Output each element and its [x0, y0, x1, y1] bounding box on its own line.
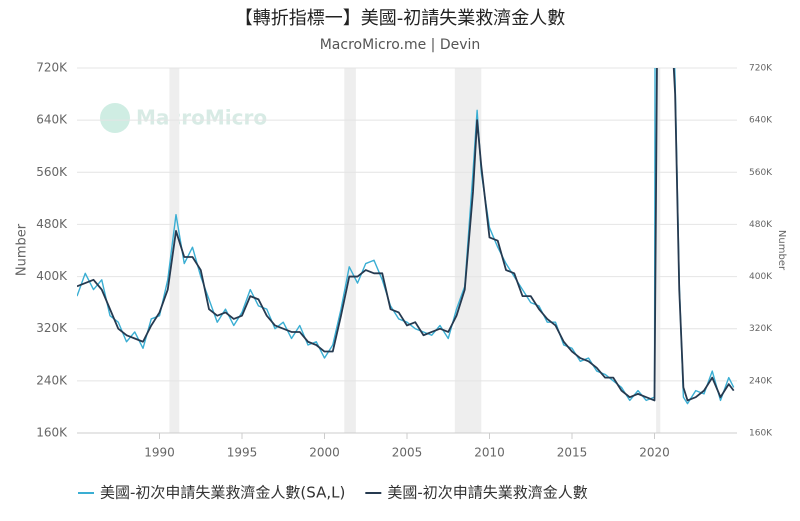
chart-title: 【轉折指標一】美國-初請失業救濟金人數 — [235, 8, 566, 29]
y-axis-title: Number — [15, 223, 30, 276]
y2-tick-label: 480K — [749, 220, 773, 230]
y2-axis-title: Number — [776, 230, 787, 271]
recession-band — [344, 68, 356, 433]
y2-tick-label: 720K — [749, 64, 773, 74]
y-tick-label: 640K — [36, 113, 68, 127]
legend-label: 美國-初次申請失業救濟金人數 — [387, 484, 587, 502]
legend-label: 美國-初次申請失業救濟金人數(SA,L) — [100, 484, 345, 502]
x-tick-label: 2010 — [474, 446, 505, 460]
plot-area — [77, 68, 735, 405]
y-tick-label: 560K — [36, 165, 68, 179]
watermark: MacroMicro — [136, 106, 267, 130]
y2-tick-label: 640K — [749, 116, 773, 126]
x-tick-label: 1990 — [144, 446, 175, 460]
x-tick-label: 2000 — [309, 446, 340, 460]
y-tick-label: 160K — [36, 426, 68, 440]
recession-band — [169, 68, 180, 433]
x-tick-label: 1995 — [227, 446, 258, 460]
y2-tick-label: 320K — [749, 324, 773, 334]
chart-subtitle: MacroMicro.me | Devin — [320, 37, 481, 53]
y2-tick-label: 240K — [749, 376, 773, 386]
y-tick-label: 320K — [36, 321, 68, 335]
y2-tick-label: 160K — [749, 429, 773, 439]
watermark-logo — [100, 103, 130, 133]
y2-tick-label: 400K — [749, 272, 773, 282]
y-tick-label: 480K — [36, 217, 68, 231]
series-line — [77, 68, 735, 405]
y-tick-label: 400K — [36, 269, 68, 283]
y-tick-label: 240K — [36, 373, 68, 387]
x-tick-label: 2005 — [392, 446, 423, 460]
y2-tick-label: 560K — [749, 168, 773, 178]
y-tick-label: 720K — [36, 61, 68, 75]
series-line — [77, 68, 735, 402]
recession-band — [656, 68, 661, 433]
x-tick-label: 2015 — [557, 446, 588, 460]
x-tick-label: 2020 — [639, 446, 670, 460]
